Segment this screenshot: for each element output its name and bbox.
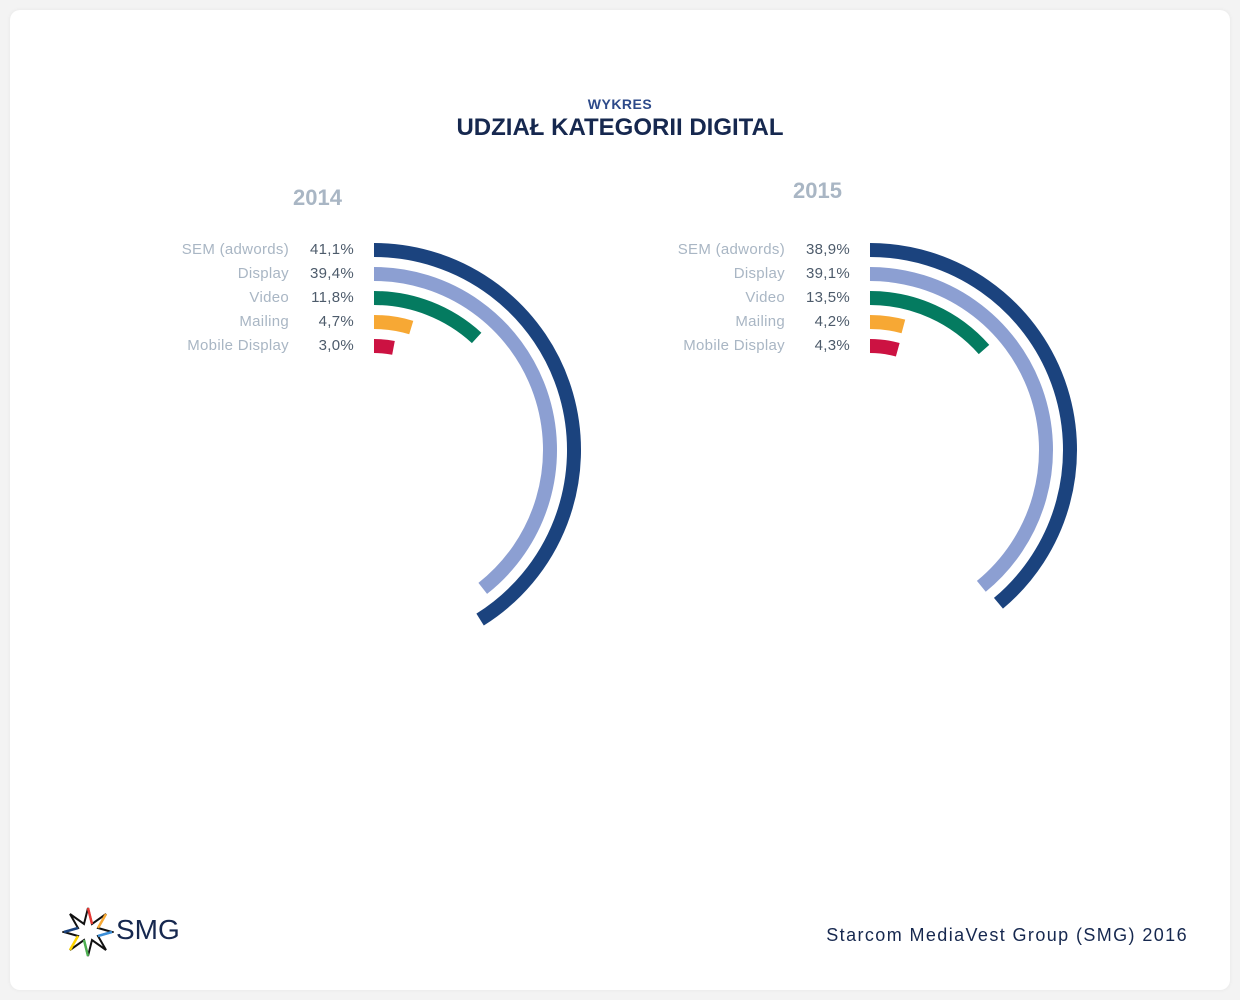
label-2015-display: Display	[733, 265, 785, 282]
value-2015-mobile-display: 4,3%	[814, 337, 850, 354]
value-2015-mailing: 4,2%	[814, 313, 850, 330]
value-2015-sem-adwords: 38,9%	[805, 241, 850, 258]
label-2015-video: Video	[745, 289, 785, 306]
label-2014-mobile-display: Mobile Display	[187, 337, 289, 354]
arc-2015-mobile-display	[869, 339, 900, 357]
arc-2014-mailing	[373, 315, 414, 335]
label-2014-mailing: Mailing	[239, 313, 289, 330]
value-2014-mobile-display: 3,0%	[318, 337, 354, 354]
arc-2015-display	[869, 267, 1053, 592]
value-2014-video: 11,8%	[311, 289, 354, 306]
arc-2014-display	[373, 267, 557, 594]
smg-star-icon	[60, 907, 116, 957]
label-2015-sem-adwords: SEM (adwords)	[677, 241, 785, 258]
arc-2014-video	[373, 291, 482, 344]
label-2015-mailing: Mailing	[735, 313, 785, 330]
value-2015-video: 13,5%	[805, 289, 850, 306]
value-2014-display: 39,4%	[309, 265, 354, 282]
label-2014-display: Display	[237, 265, 289, 282]
footer-credit: Starcom MediaVest Group (SMG) 2016	[826, 925, 1188, 945]
smg-logo: SMG	[60, 906, 192, 958]
arc-2014-mobile-display	[373, 338, 395, 355]
chart-card	[10, 10, 1230, 990]
chart-title: UDZIAŁ KATEGORII DIGITAL	[456, 114, 784, 141]
arc-2014-sem-adwords	[373, 243, 581, 626]
label-2014-sem-adwords: SEM (adwords)	[181, 241, 289, 258]
label-2015-mobile-display: Mobile Display	[683, 337, 785, 354]
arc-2015-mailing	[869, 315, 906, 334]
arc-2015-video	[869, 291, 990, 355]
value-2014-sem-adwords: 41,1%	[309, 241, 354, 258]
year-title-2014: 2014	[293, 185, 342, 210]
arc-2015-sem-adwords	[869, 243, 1077, 609]
year-title-2015: 2015	[793, 178, 842, 203]
label-2014-video: Video	[249, 289, 289, 306]
value-2015-display: 39,1%	[805, 265, 850, 282]
chart-header: WYKRES UDZIAŁ KATEGORII DIGITAL	[0, 96, 1240, 142]
value-2014-mailing: 4,7%	[318, 313, 354, 330]
smg-logo-text: SMG	[116, 914, 180, 945]
chart-kicker: WYKRES	[587, 96, 653, 112]
